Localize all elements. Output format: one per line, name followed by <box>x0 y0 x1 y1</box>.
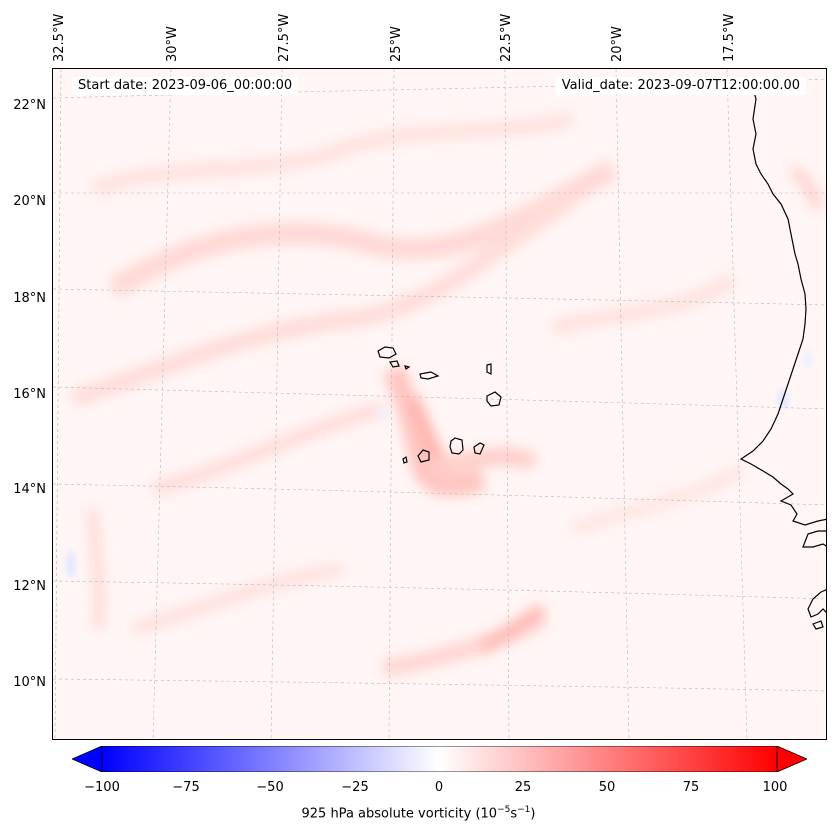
lat-label-10n: 10°N <box>13 675 46 690</box>
colorbar-title-mid: s <box>510 806 518 822</box>
west-africa-coastline <box>739 88 826 630</box>
lon-label-22-5w: 22.5°W <box>499 13 514 62</box>
colorbar-tick-neg75: −75 <box>172 780 200 795</box>
vorticity-anomalies <box>70 111 824 678</box>
colorbar-title: 925 hPa absolute vorticity (10−5s−1) <box>0 805 837 821</box>
lat-label-22n: 22°N <box>13 98 46 113</box>
lon-label-30w: 30°W <box>165 26 180 62</box>
colorbar-tick-neg50: −50 <box>256 780 284 795</box>
colorbar-tick-neg25: −25 <box>341 780 369 795</box>
map-panel[interactable] <box>52 68 827 740</box>
colorbar-tick-100: 100 <box>762 780 788 795</box>
colorbar-title-exp1: −5 <box>497 805 511 815</box>
colorbar-max-extend <box>776 746 807 772</box>
lon-label-27-5w: 27.5°W <box>277 13 292 62</box>
colorbar-title-prefix: 925 hPa absolute vorticity (10 <box>301 806 498 822</box>
cape-verde-islands <box>377 346 502 464</box>
colorbar-tick-neg100: −100 <box>84 780 120 795</box>
lat-label-18n: 18°N <box>13 291 46 306</box>
colorbar-gradient <box>101 746 778 772</box>
negative-vorticity-patches <box>66 351 813 578</box>
colorbar-tick-25: 25 <box>514 780 532 795</box>
colorbar-title-exp2: −1 <box>517 805 531 815</box>
lat-label-20n: 20°N <box>13 194 46 209</box>
colorbar-title-suffix: ) <box>530 806 536 822</box>
lon-label-25w: 25°W <box>389 26 404 62</box>
lat-label-12n: 12°N <box>13 579 46 594</box>
lon-label-20w: 20°W <box>610 26 625 62</box>
colorbar-tick-0: 0 <box>434 780 444 795</box>
colorbar-min-extend <box>72 746 103 772</box>
gridlines <box>53 69 826 739</box>
vorticity-field-svg <box>53 69 826 739</box>
lon-label-17-5w: 17.5°W <box>722 13 737 62</box>
start-date-label: Start date: 2023-09-06_00:00:00 <box>72 77 299 95</box>
colorbar <box>72 746 807 772</box>
colorbar-tick-75: 75 <box>682 780 700 795</box>
lon-label-32-5w: 32.5°W <box>52 13 67 62</box>
lat-label-16n: 16°N <box>13 387 46 402</box>
valid-date-label: Valid_date: 2023-09-07T12:00:00.00 <box>555 77 806 95</box>
lat-label-14n: 14°N <box>13 482 46 497</box>
colorbar-tick-50: 50 <box>598 780 616 795</box>
